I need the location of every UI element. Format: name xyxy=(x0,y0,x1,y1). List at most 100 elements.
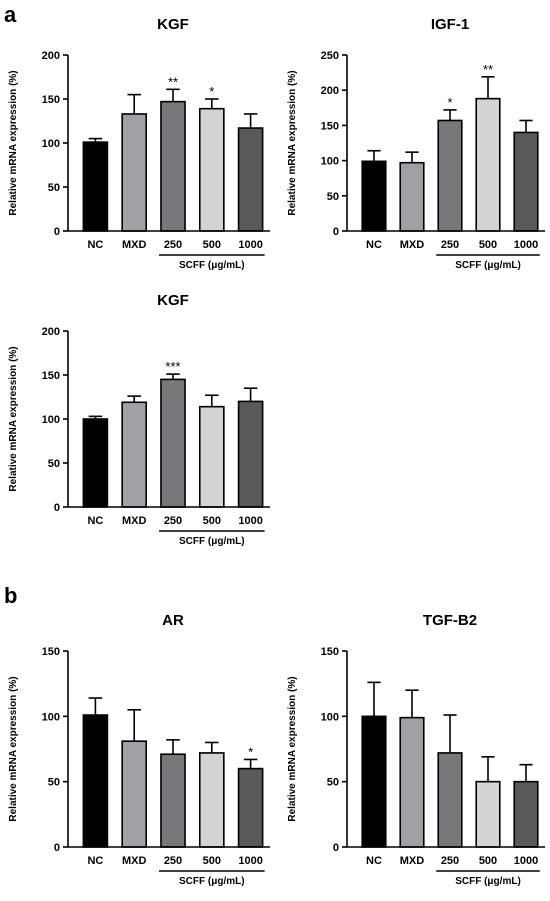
y-tick-label: 150 xyxy=(42,94,60,106)
x-tick-label: NC xyxy=(366,855,382,867)
y-tick-label: 0 xyxy=(54,226,60,238)
x-tick-label: NC xyxy=(87,239,103,251)
significance-marker: * xyxy=(447,95,452,110)
bar-1000 xyxy=(237,400,264,508)
x-tick-label: 1000 xyxy=(514,239,538,251)
x-tick-label: 1000 xyxy=(514,855,538,867)
bar-NC xyxy=(82,714,109,848)
y-tick-label: 100 xyxy=(42,711,60,723)
y-tick-label: 100 xyxy=(42,414,60,426)
bar-1000 xyxy=(237,767,264,848)
y-tick-label: 200 xyxy=(321,85,339,97)
bar-NC xyxy=(82,141,109,232)
x-tick-label: 1000 xyxy=(238,515,262,527)
significance-marker: * xyxy=(248,744,253,759)
y-axis-label: Relative mRNA expression (%) xyxy=(8,346,19,491)
y-tick-label: 100 xyxy=(321,711,339,723)
chart-title: KGF xyxy=(157,16,189,33)
chart-2: IGF-1 Relative mRNA expression (%) NC MXD * 2… xyxy=(287,16,545,271)
x-tick-label: NC xyxy=(87,515,103,527)
group-label: SCFF (μg/mL) xyxy=(179,260,245,271)
y-tick-label: 0 xyxy=(54,502,60,514)
y-tick-label: 150 xyxy=(321,646,339,658)
chart-4: AR Relative mRNA expression (%) NC MXD 250 50… xyxy=(8,612,270,887)
significance-marker: ** xyxy=(168,74,178,89)
x-tick-label: NC xyxy=(87,855,103,867)
y-tick-label: 200 xyxy=(42,50,60,62)
y-tick-label: 50 xyxy=(48,182,60,194)
bar-NC xyxy=(361,715,387,848)
y-axis-label: Relative mRNA expression (%) xyxy=(287,70,298,215)
y-tick-label: 250 xyxy=(321,50,339,62)
x-tick-label: 500 xyxy=(203,239,221,251)
x-tick-label: 250 xyxy=(441,855,459,867)
x-tick-label: 1000 xyxy=(238,855,262,867)
bar-250 xyxy=(160,100,186,232)
x-tick-label: 500 xyxy=(479,239,497,251)
bar-250 xyxy=(437,119,463,232)
x-tick-label: MXD xyxy=(122,855,147,867)
bar-500 xyxy=(475,97,501,232)
y-tick-label: 0 xyxy=(333,842,339,854)
chart-3: KGF Relative mRNA expression (%) NC MXD *** 2… xyxy=(8,292,270,547)
significance-marker: *** xyxy=(165,359,180,374)
x-tick-label: MXD xyxy=(400,855,425,867)
bar-500 xyxy=(475,780,501,848)
bar-1000 xyxy=(513,131,539,232)
y-tick-label: 150 xyxy=(42,646,60,658)
bar-MXD xyxy=(399,716,425,848)
x-tick-label: 1000 xyxy=(238,239,262,251)
y-axis-label: Relative mRNA expression (%) xyxy=(287,676,298,821)
panel-label-a: a xyxy=(4,2,17,27)
group-label: SCFF (μg/mL) xyxy=(455,876,521,887)
y-tick-label: 100 xyxy=(42,138,60,150)
x-tick-label: 250 xyxy=(164,239,182,251)
bar-250 xyxy=(160,753,186,848)
bar-500 xyxy=(198,107,225,232)
bar-500 xyxy=(198,752,225,848)
y-tick-label: 0 xyxy=(54,842,60,854)
x-tick-label: 500 xyxy=(479,855,497,867)
chart-1: KGF Relative mRNA expression (%) NC MXD ** 25… xyxy=(8,16,270,271)
y-tick-label: 50 xyxy=(327,191,339,203)
x-tick-label: MXD xyxy=(122,239,147,251)
x-tick-label: 250 xyxy=(164,855,182,867)
bar-MXD xyxy=(121,740,148,848)
x-tick-label: MXD xyxy=(400,239,425,251)
y-tick-label: 50 xyxy=(48,777,60,789)
significance-marker: ** xyxy=(483,62,493,77)
y-tick-label: 200 xyxy=(42,326,60,338)
bar-MXD xyxy=(121,113,148,232)
panel-label-b: b xyxy=(4,583,17,608)
group-label: SCFF (μg/mL) xyxy=(179,536,245,547)
bar-250 xyxy=(437,752,463,848)
bar-250 xyxy=(160,378,186,508)
bar-MXD xyxy=(121,401,148,508)
bar-NC xyxy=(82,418,109,508)
chart-title: AR xyxy=(162,612,184,629)
x-tick-label: 250 xyxy=(164,515,182,527)
bar-MXD xyxy=(399,161,425,232)
y-tick-label: 100 xyxy=(321,156,339,168)
group-label: SCFF (μg/mL) xyxy=(455,260,521,271)
y-axis-label: Relative mRNA expression (%) xyxy=(8,676,19,821)
x-tick-label: 500 xyxy=(203,515,221,527)
chart-5: TGF-B2 Relative mRNA expression (%) NC MXD 2… xyxy=(287,612,545,887)
significance-marker: * xyxy=(209,84,214,99)
y-tick-label: 0 xyxy=(333,226,339,238)
y-axis-label: Relative mRNA expression (%) xyxy=(8,70,19,215)
chart-title: IGF-1 xyxy=(431,16,469,33)
y-tick-label: 50 xyxy=(327,777,339,789)
bar-500 xyxy=(198,405,225,508)
x-tick-label: 250 xyxy=(441,239,459,251)
bar-1000 xyxy=(237,127,264,232)
group-label: SCFF (μg/mL) xyxy=(179,876,245,887)
y-tick-label: 150 xyxy=(321,120,339,132)
x-tick-label: 500 xyxy=(203,855,221,867)
bar-1000 xyxy=(513,780,539,848)
bar-NC xyxy=(361,160,387,232)
x-tick-label: NC xyxy=(366,239,382,251)
x-tick-label: MXD xyxy=(122,515,147,527)
chart-title: KGF xyxy=(157,292,189,309)
